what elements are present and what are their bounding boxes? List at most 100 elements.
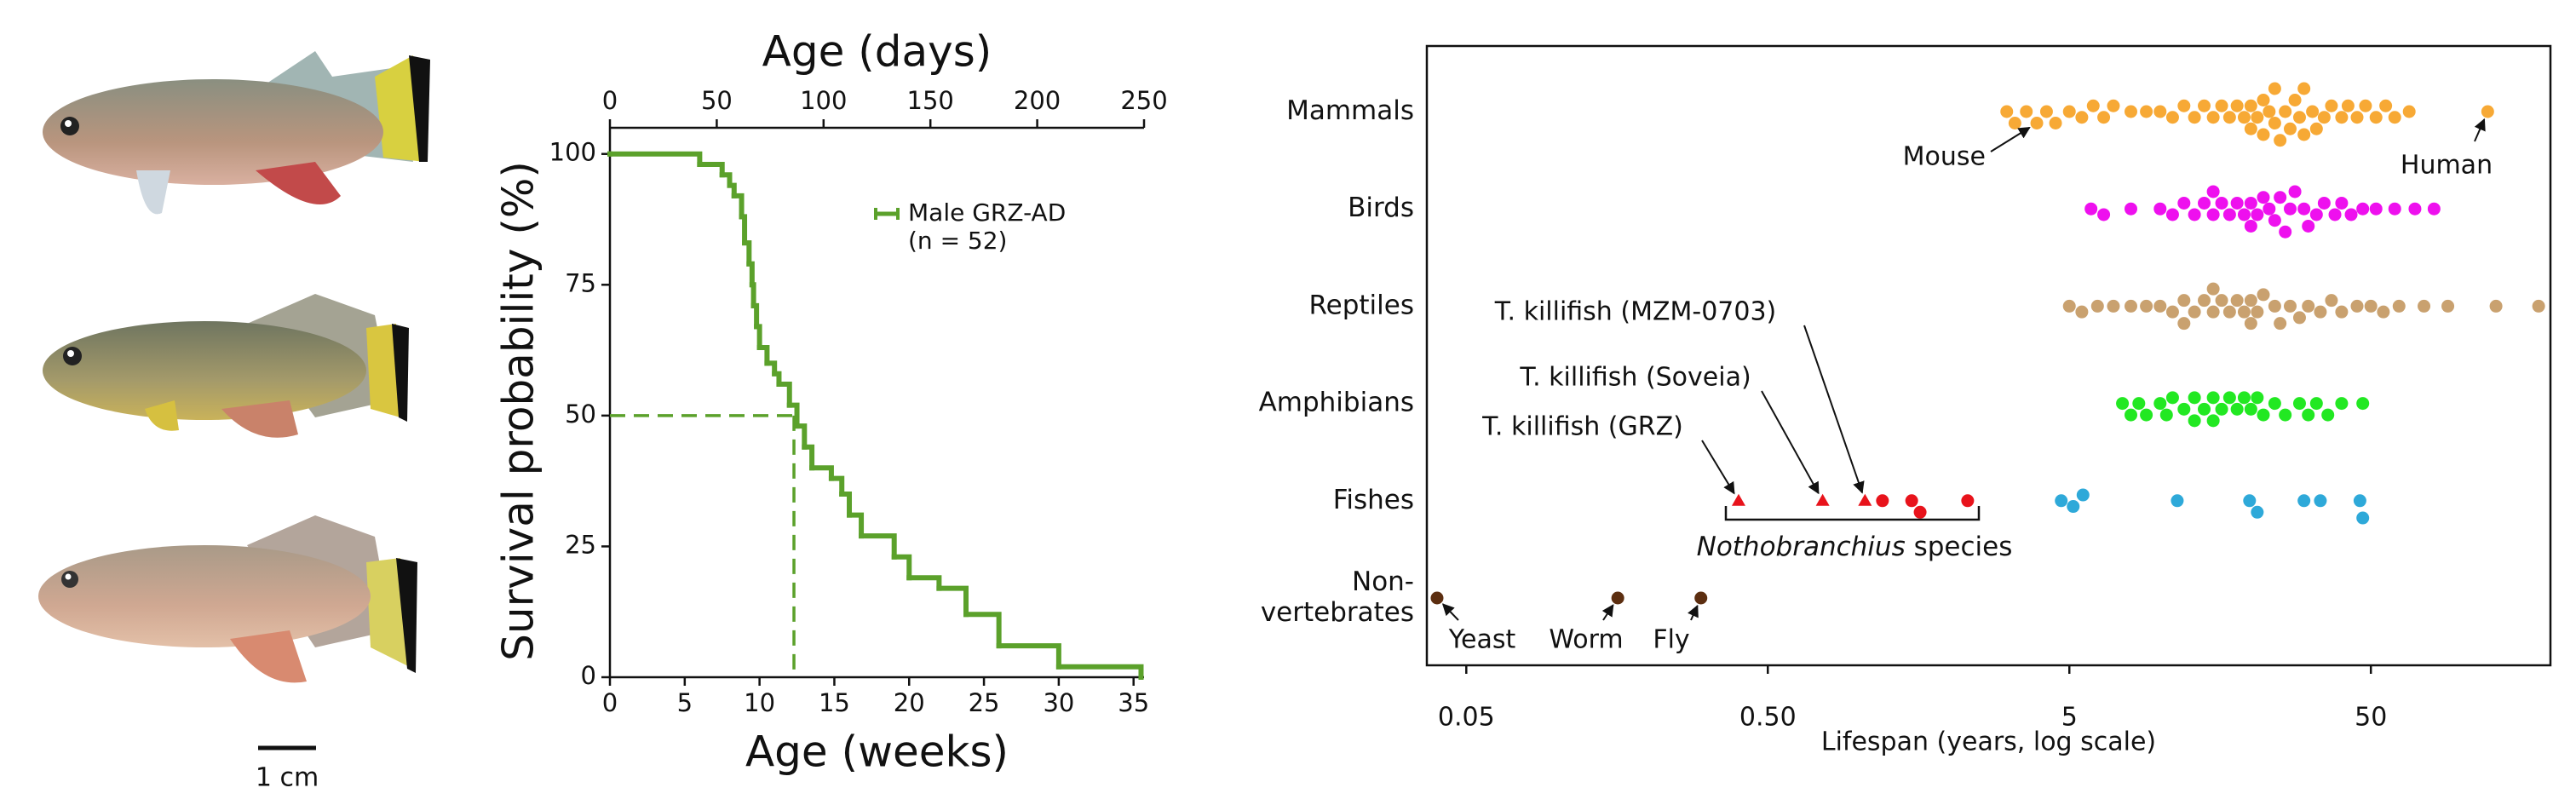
annotation: T. killifish (Soveia) (1519, 363, 1751, 393)
data-point (2206, 305, 2220, 319)
data-point (1731, 493, 1745, 506)
y-tick-label: 0 (581, 661, 596, 690)
data-point (2356, 397, 2370, 411)
data-point (2257, 191, 2270, 204)
data-point (2222, 208, 2236, 221)
data-point (2251, 391, 2264, 405)
survival-step (749, 282, 756, 308)
data-point (2279, 105, 2292, 118)
y-tick-label: 25 (565, 530, 596, 559)
data-point (2244, 317, 2257, 331)
survival-step (847, 512, 865, 539)
data-point (2198, 294, 2211, 308)
survival-step (754, 324, 762, 350)
data-point (2314, 305, 2327, 319)
annotation: T. killifish (GRZ) (1481, 412, 1683, 442)
data-point (2206, 391, 2220, 405)
data-point (2369, 111, 2383, 124)
data-point (1905, 494, 1918, 508)
data-point (2335, 111, 2349, 124)
data-point (2388, 111, 2401, 124)
data-point (2222, 305, 2236, 319)
data-point (2341, 99, 2355, 112)
data-point (2165, 391, 2179, 405)
survival-step (859, 533, 897, 560)
survival-step (891, 554, 912, 581)
data-point (2369, 202, 2383, 216)
data-point (2283, 299, 2297, 313)
annotation-arrow (2474, 118, 2486, 142)
legend-label: Male GRZ-AD (908, 198, 1066, 227)
x2-axis-title: Age (days) (762, 27, 992, 77)
data-point (2215, 402, 2228, 416)
data-point (2481, 105, 2494, 118)
data-point (2244, 122, 2257, 135)
data-point (2268, 214, 2281, 227)
data-point (2237, 305, 2251, 319)
data-point (2408, 202, 2422, 216)
data-point (2388, 202, 2401, 216)
data-point (2268, 299, 2281, 313)
annotation-arrow (1601, 604, 1614, 621)
data-point (2215, 294, 2228, 308)
x-tick-label: 30 (1043, 688, 1074, 717)
data-point (2321, 408, 2335, 422)
data-point (2302, 299, 2315, 313)
data-point (2153, 202, 2167, 216)
data-point (2140, 299, 2153, 313)
survival-step (742, 240, 752, 267)
annotation-arrow (1701, 440, 1735, 495)
data-point (2177, 99, 2191, 112)
survival-step (719, 172, 733, 188)
data-point (2441, 299, 2455, 313)
x-axis-title: Age (weeks) (745, 727, 1009, 777)
x-axis-title: Lifespan (years, log scale) (1821, 727, 2156, 757)
data-point (2107, 299, 2120, 313)
data-point (2283, 202, 2297, 216)
data-point (2206, 414, 2220, 428)
data-point (2292, 311, 2306, 325)
data-point (2353, 494, 2366, 508)
annotation: Mouse (1903, 142, 1986, 172)
data-point (2097, 111, 2111, 124)
category-label: Reptiles (1308, 290, 1414, 320)
data-point (2297, 202, 2311, 216)
data-point (2055, 494, 2068, 508)
data-point (1611, 591, 1624, 605)
fish-photo (43, 51, 430, 215)
data-point (2237, 391, 2251, 405)
data-point (2532, 299, 2545, 313)
data-point (2274, 317, 2287, 331)
x2-tick-label: 150 (907, 86, 954, 115)
x-tick-label: 5 (677, 688, 693, 717)
data-point (2257, 408, 2270, 422)
data-point (2124, 299, 2137, 313)
y-tick-label: 50 (565, 400, 596, 428)
data-point (2325, 99, 2338, 112)
data-point (2328, 208, 2342, 221)
data-point (2344, 208, 2358, 221)
survival-step (750, 302, 760, 330)
data-point (2124, 202, 2137, 216)
data-point (2309, 208, 2323, 221)
data-point (2237, 111, 2251, 124)
data-point (2244, 219, 2257, 233)
survival-step (739, 214, 748, 246)
data-point (2489, 299, 2503, 313)
data-point (2297, 82, 2311, 95)
data-point (2257, 128, 2270, 141)
survival-step (963, 612, 1002, 649)
survival-step (764, 360, 778, 377)
data-point (2335, 305, 2349, 319)
data-point (2086, 99, 2100, 112)
data-point (2206, 185, 2220, 198)
data-point (2206, 208, 2220, 221)
survival-step (839, 492, 853, 518)
plot-frame (1425, 44, 2552, 667)
survival-step (802, 444, 815, 471)
data-point (2359, 99, 2372, 112)
data-point (2132, 397, 2146, 411)
data-point (2314, 494, 2327, 508)
data-point (2049, 117, 2062, 129)
data-point (2020, 105, 2033, 118)
